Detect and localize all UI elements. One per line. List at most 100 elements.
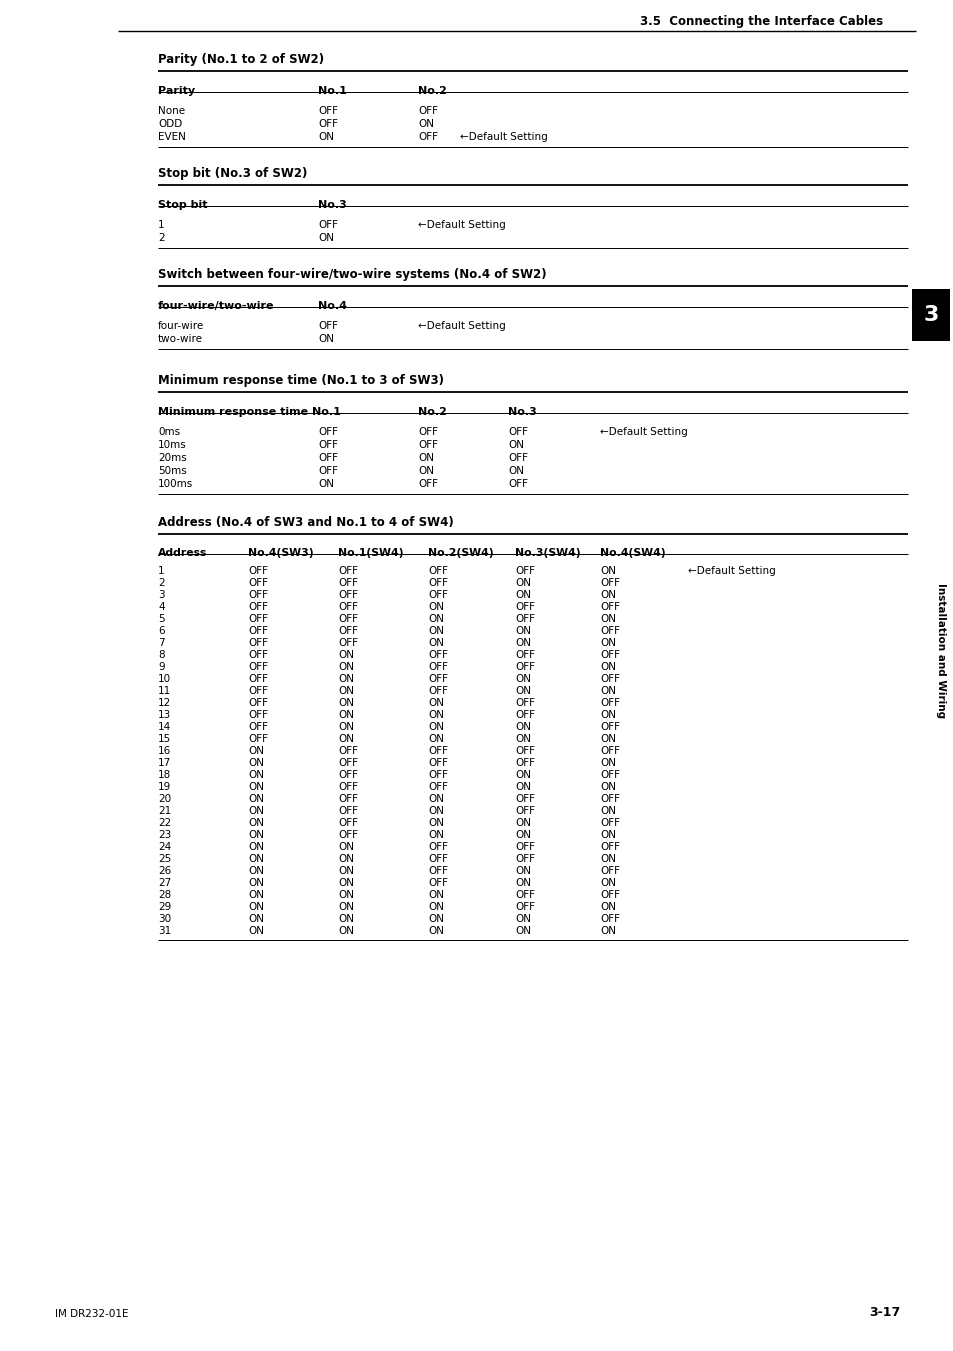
Text: ON: ON (515, 925, 531, 936)
Text: OFF: OFF (599, 626, 619, 636)
Text: OFF: OFF (337, 626, 357, 636)
Text: OFF: OFF (417, 105, 437, 116)
Text: OFF: OFF (515, 711, 535, 720)
Text: OFF: OFF (248, 662, 268, 671)
Text: ON: ON (515, 721, 531, 732)
Text: ON: ON (599, 711, 616, 720)
Text: 9: 9 (158, 662, 165, 671)
Text: ON: ON (515, 578, 531, 588)
Text: 27: 27 (158, 878, 172, 888)
Text: Parity: Parity (158, 86, 195, 96)
Text: ON: ON (599, 830, 616, 840)
Text: 21: 21 (158, 807, 172, 816)
Text: OFF: OFF (248, 711, 268, 720)
Text: 3: 3 (158, 590, 165, 600)
Text: OFF: OFF (599, 721, 619, 732)
Text: Address: Address (158, 549, 207, 558)
Text: 3.5  Connecting the Interface Cables: 3.5 Connecting the Interface Cables (639, 15, 882, 28)
Text: ON: ON (428, 638, 443, 648)
Text: OFF: OFF (248, 686, 268, 696)
Text: OFF: OFF (417, 440, 437, 450)
Text: 1: 1 (158, 566, 165, 576)
Text: OFF: OFF (515, 698, 535, 708)
Text: ←Default Setting: ←Default Setting (459, 132, 547, 142)
Text: No.4(SW3): No.4(SW3) (248, 549, 314, 558)
Text: 16: 16 (158, 746, 172, 757)
Text: EVEN: EVEN (158, 132, 186, 142)
Text: OFF: OFF (337, 794, 357, 804)
Text: No.2: No.2 (417, 407, 446, 417)
Text: Switch between four-wire/two-wire systems (No.4 of SW2): Switch between four-wire/two-wire system… (158, 267, 546, 281)
Text: 5: 5 (158, 613, 165, 624)
Text: ON: ON (599, 758, 616, 767)
Text: OFF: OFF (428, 758, 448, 767)
Text: OFF: OFF (317, 220, 337, 230)
Text: OFF: OFF (317, 440, 337, 450)
Text: Installation and Wiring: Installation and Wiring (935, 584, 945, 719)
Text: 29: 29 (158, 902, 172, 912)
Text: ON: ON (428, 925, 443, 936)
Text: ON: ON (599, 878, 616, 888)
Text: ON: ON (599, 902, 616, 912)
Text: ON: ON (417, 119, 434, 128)
Text: OFF: OFF (599, 746, 619, 757)
Text: OFF: OFF (515, 613, 535, 624)
Text: ON: ON (337, 721, 354, 732)
Text: OFF: OFF (515, 854, 535, 865)
Text: ON: ON (428, 734, 443, 744)
Text: OFF: OFF (337, 578, 357, 588)
Text: OFF: OFF (317, 427, 337, 436)
Text: OFF: OFF (337, 566, 357, 576)
Text: OFF: OFF (248, 698, 268, 708)
Text: ON: ON (515, 686, 531, 696)
Text: 26: 26 (158, 866, 172, 875)
Text: ON: ON (428, 807, 443, 816)
Text: 3: 3 (923, 305, 938, 326)
Text: None: None (158, 105, 185, 116)
Text: OFF: OFF (515, 603, 535, 612)
Text: ON: ON (337, 866, 354, 875)
Text: OFF: OFF (599, 650, 619, 661)
Text: 12: 12 (158, 698, 172, 708)
Text: ON: ON (599, 807, 616, 816)
Text: ON: ON (337, 842, 354, 852)
Text: No.2(SW4): No.2(SW4) (428, 549, 493, 558)
Text: 10: 10 (158, 674, 171, 684)
Text: OFF: OFF (515, 842, 535, 852)
Text: OFF: OFF (507, 480, 527, 489)
Text: OFF: OFF (599, 842, 619, 852)
Text: ON: ON (337, 878, 354, 888)
Text: ON: ON (515, 915, 531, 924)
Text: ON: ON (507, 466, 523, 476)
Text: OFF: OFF (599, 890, 619, 900)
Text: OFF: OFF (515, 662, 535, 671)
Text: 11: 11 (158, 686, 172, 696)
Text: ON: ON (248, 866, 264, 875)
Text: ON: ON (515, 782, 531, 792)
Text: ON: ON (317, 334, 334, 345)
Text: OFF: OFF (337, 830, 357, 840)
Text: ON: ON (337, 902, 354, 912)
Text: No.4(SW4): No.4(SW4) (599, 549, 665, 558)
Text: OFF: OFF (428, 674, 448, 684)
Text: 20: 20 (158, 794, 171, 804)
Text: 10ms: 10ms (158, 440, 187, 450)
Text: ON: ON (337, 925, 354, 936)
Text: OFF: OFF (337, 613, 357, 624)
Text: OFF: OFF (337, 770, 357, 780)
Text: OFF: OFF (317, 453, 337, 463)
Text: ON: ON (337, 711, 354, 720)
Text: OFF: OFF (515, 746, 535, 757)
Text: ON: ON (599, 613, 616, 624)
Text: ON: ON (248, 854, 264, 865)
Text: ON: ON (515, 638, 531, 648)
Text: OFF: OFF (428, 662, 448, 671)
Text: OFF: OFF (248, 566, 268, 576)
Text: ON: ON (515, 817, 531, 828)
Text: 15: 15 (158, 734, 172, 744)
Text: OFF: OFF (599, 603, 619, 612)
Text: OFF: OFF (428, 878, 448, 888)
Text: OFF: OFF (248, 590, 268, 600)
Text: four-wire/two-wire: four-wire/two-wire (158, 301, 274, 311)
Text: ON: ON (248, 817, 264, 828)
